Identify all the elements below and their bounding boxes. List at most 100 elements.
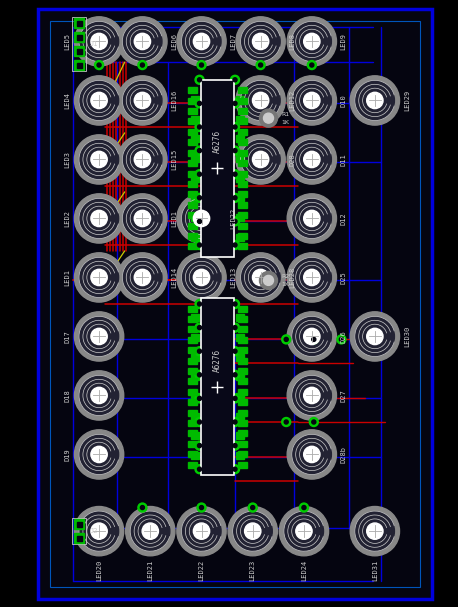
Bar (238, 327, 246, 333)
Circle shape (230, 418, 240, 427)
Circle shape (195, 465, 204, 473)
Circle shape (355, 317, 394, 356)
Circle shape (134, 210, 151, 226)
Circle shape (80, 317, 119, 356)
Text: LED21: LED21 (147, 560, 153, 582)
Circle shape (230, 99, 240, 108)
Text: D19: D19 (64, 448, 70, 461)
Circle shape (350, 312, 399, 361)
Circle shape (197, 325, 202, 330)
Bar (191, 155, 198, 162)
Text: D17: D17 (64, 330, 70, 343)
Circle shape (259, 63, 262, 67)
Text: LED9: LED9 (341, 33, 347, 50)
Circle shape (118, 253, 167, 302)
Circle shape (193, 210, 210, 226)
Bar (188, 108, 197, 114)
Circle shape (284, 337, 288, 341)
Circle shape (141, 506, 144, 509)
Circle shape (312, 337, 316, 341)
Circle shape (91, 523, 107, 539)
Circle shape (367, 523, 383, 539)
Circle shape (195, 146, 204, 155)
Circle shape (197, 243, 202, 247)
Bar (201, 298, 234, 475)
Bar (238, 87, 246, 93)
Text: LED30: LED30 (404, 326, 410, 347)
Bar (188, 337, 197, 343)
Circle shape (230, 441, 240, 450)
Bar (188, 347, 197, 353)
Text: LED12: LED12 (289, 90, 295, 111)
Bar (188, 316, 197, 322)
Bar (188, 139, 197, 145)
Circle shape (337, 335, 346, 344)
Circle shape (80, 199, 119, 238)
Circle shape (91, 210, 107, 226)
Bar (77, 35, 82, 40)
Text: LED15: LED15 (171, 149, 177, 170)
Bar (77, 63, 82, 68)
Circle shape (197, 125, 202, 129)
Circle shape (302, 506, 306, 509)
Bar (74, 32, 84, 42)
Bar (236, 413, 244, 419)
Circle shape (197, 467, 202, 471)
Text: LED5: LED5 (64, 33, 70, 50)
Circle shape (236, 17, 285, 66)
Circle shape (228, 506, 278, 556)
Text: LED22: LED22 (198, 560, 205, 582)
Bar (74, 533, 84, 543)
Circle shape (339, 337, 344, 341)
Text: R2: R2 (282, 274, 290, 279)
Bar (188, 420, 197, 426)
Circle shape (195, 123, 204, 132)
Circle shape (355, 512, 394, 551)
Bar (188, 129, 197, 135)
Circle shape (233, 444, 237, 447)
Circle shape (307, 61, 316, 70)
Circle shape (304, 92, 320, 109)
Circle shape (74, 506, 124, 556)
Bar (236, 373, 244, 380)
Circle shape (197, 172, 202, 176)
Circle shape (123, 140, 162, 179)
Circle shape (236, 135, 285, 184)
Circle shape (91, 92, 107, 109)
Circle shape (236, 76, 285, 125)
Circle shape (241, 140, 280, 179)
Circle shape (138, 503, 147, 512)
Circle shape (118, 135, 167, 184)
Circle shape (195, 75, 204, 84)
Bar (238, 462, 246, 467)
Circle shape (118, 194, 167, 243)
Bar (188, 223, 197, 229)
Bar (38, 9, 432, 599)
Bar (236, 452, 244, 459)
Text: LED4: LED4 (64, 92, 70, 109)
Circle shape (197, 61, 206, 70)
Circle shape (230, 299, 240, 308)
Bar (191, 214, 198, 221)
Bar (188, 358, 197, 364)
Circle shape (252, 33, 269, 50)
Circle shape (309, 335, 318, 344)
Bar (238, 441, 246, 447)
Circle shape (141, 63, 144, 67)
Circle shape (304, 446, 320, 463)
Circle shape (80, 81, 119, 120)
Circle shape (195, 170, 204, 178)
Circle shape (248, 503, 257, 512)
Circle shape (233, 420, 237, 424)
Circle shape (230, 347, 240, 356)
Circle shape (230, 370, 240, 379)
Bar (238, 171, 246, 177)
Circle shape (230, 217, 240, 226)
Bar (238, 160, 246, 166)
Circle shape (304, 33, 320, 50)
Circle shape (233, 467, 237, 471)
Text: D10: D10 (341, 94, 347, 107)
Circle shape (309, 418, 318, 427)
Bar (188, 202, 197, 208)
Circle shape (236, 253, 285, 302)
